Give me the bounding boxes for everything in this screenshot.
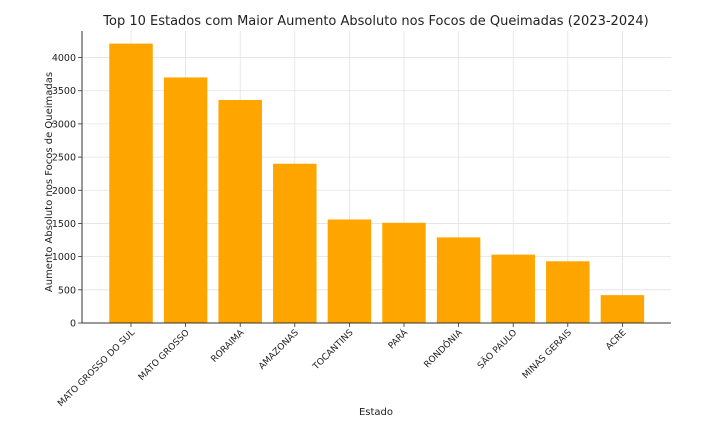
bar: [109, 43, 153, 323]
y-tick-label: 3500: [52, 86, 76, 97]
axes: [78, 31, 671, 327]
bars: [109, 43, 645, 323]
y-axis-label: Aumento Absoluto nos Focos de Queimadas: [44, 72, 55, 292]
bar: [436, 237, 481, 323]
bar: [546, 261, 590, 323]
x-axis-label: Estado: [359, 407, 393, 418]
bar: [491, 254, 535, 323]
bar: [218, 100, 262, 323]
bar: [382, 222, 426, 323]
x-tick-label: ACRE: [604, 328, 628, 352]
x-tick-label: MATO GROSSO: [137, 328, 192, 383]
x-tick-label: MINAS GERAIS: [521, 328, 574, 381]
x-tick-label: TOCANTINS: [311, 328, 356, 373]
x-tick-label: AMAZONAS: [257, 328, 301, 372]
y-tick-label: 3000: [52, 119, 76, 130]
y-tick-labels: 0 500 1000 1500 2000 2500 3000 3500 4000: [52, 53, 76, 329]
x-tick-labels: MATO GROSSO DO SUL MATO GROSSO RORAIMA AMAZ…: [56, 326, 629, 409]
y-tick-label: 4000: [52, 53, 76, 64]
x-tick-label: RORAIMA: [210, 327, 247, 364]
bar: [327, 219, 372, 323]
chart-title: Top 10 Estados com Maior Aumento Absolut…: [102, 14, 648, 29]
bar: [163, 77, 208, 323]
y-tick-label: 2000: [52, 186, 76, 197]
bar: [273, 163, 317, 323]
bar: [600, 295, 645, 323]
y-tick-label: 1000: [52, 252, 76, 263]
y-tick-label: 500: [58, 285, 76, 296]
y-tick-label: 1500: [52, 219, 76, 230]
x-tick-label: RONDÔNIA: [421, 326, 465, 370]
x-tick-label: SÃO PAULO: [475, 327, 519, 371]
x-tick-label: PARÁ: [385, 326, 410, 351]
y-tick-label: 0: [70, 319, 76, 330]
x-tick-label: MATO GROSSO DO SUL: [56, 328, 137, 409]
y-tick-label: 2500: [52, 153, 76, 164]
